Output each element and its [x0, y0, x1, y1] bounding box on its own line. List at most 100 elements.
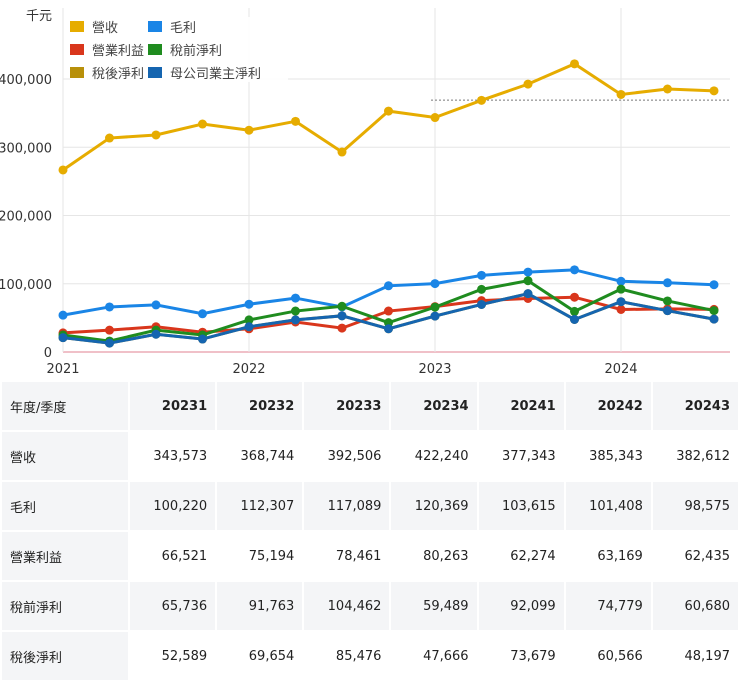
data-point — [337, 323, 347, 333]
data-point — [663, 296, 672, 306]
legend-item[interactable]: 稅後淨利 — [70, 63, 148, 82]
data-point — [58, 165, 68, 175]
data-point — [430, 302, 440, 312]
data-point — [198, 309, 207, 319]
table-cell: 120,369 — [391, 482, 477, 530]
table-cell: 117,089 — [304, 482, 390, 530]
legend-swatch — [70, 44, 84, 55]
data-point — [570, 265, 579, 275]
data-point — [291, 116, 300, 126]
data-point — [384, 281, 393, 291]
column-header: 年度/季度 — [2, 382, 128, 430]
table-row: 稅後淨利 52,589 69,654 85,476 47,666 73,679 60,566… — [2, 632, 738, 680]
data-point — [151, 329, 161, 339]
data-point — [291, 306, 300, 316]
data-point — [244, 299, 254, 309]
table-cell: 59,489 — [391, 582, 477, 630]
data-point — [477, 95, 486, 105]
unit-label: 千元 — [26, 9, 52, 24]
table-cell: 65,736 — [130, 582, 216, 630]
row-label: 毛利 — [2, 482, 128, 530]
row-label: 稅前淨利 — [2, 582, 128, 630]
y-tick-label: 100,000 — [0, 278, 52, 293]
legend-swatch — [148, 67, 162, 78]
legend-item[interactable]: 營業利益 — [70, 40, 148, 59]
data-point — [709, 306, 719, 316]
data-point — [663, 84, 672, 94]
legend-swatch — [148, 44, 162, 55]
table-header-row: 年度/季度 20231 20232 20233 20234 20241 20242 20243 — [2, 382, 738, 430]
y-tick-label: 400,000 — [0, 73, 52, 88]
data-point — [616, 297, 626, 307]
legend: 營收 毛利 營業利益 稅前淨利 稅後淨利 母公司業主淨利 — [70, 17, 288, 82]
table-cell: 66,521 — [130, 532, 216, 580]
legend-label: 稅後淨利 — [92, 67, 145, 82]
table-cell: 52,589 — [130, 632, 216, 680]
data-point — [105, 325, 114, 335]
data-point — [291, 315, 300, 325]
column-header: 20241 — [478, 382, 564, 430]
data-point — [244, 125, 254, 135]
y-tick-label: 200,000 — [0, 210, 52, 225]
table-cell: 382,612 — [652, 432, 738, 480]
data-point — [616, 276, 626, 286]
table-cell: 101,408 — [565, 482, 651, 530]
column-header: 20242 — [565, 382, 651, 430]
x-tick-label: 2024 — [604, 362, 637, 377]
table-cell: 112,307 — [217, 482, 303, 530]
row-label: 營收 — [2, 432, 128, 480]
data-point — [570, 314, 579, 324]
table-cell: 74,779 — [565, 582, 651, 630]
data-point — [337, 311, 347, 321]
column-header: 20233 — [304, 382, 390, 430]
table-cell: 69,654 — [217, 632, 303, 680]
data-point — [523, 289, 533, 299]
table-cell: 392,506 — [304, 432, 390, 480]
data-point — [570, 306, 579, 316]
legend-item[interactable]: 營收 — [70, 17, 148, 36]
column-header: 20243 — [652, 382, 738, 430]
financial-table: 年度/季度 20231 20232 20233 20234 20241 20242 20243… — [0, 380, 740, 682]
data-point — [384, 106, 393, 116]
data-point — [709, 280, 719, 290]
data-point — [616, 304, 626, 314]
data-point — [384, 324, 393, 334]
table-row: 營收 343,573 368,744 392,506 422,240 377,343 385… — [2, 432, 738, 480]
table-cell: 85,476 — [304, 632, 390, 680]
data-point — [477, 270, 486, 280]
table-cell: 78,461 — [304, 532, 390, 580]
data-point — [570, 292, 579, 302]
data-point — [291, 293, 300, 303]
legend-item[interactable]: 毛利 — [148, 17, 288, 36]
table-cell: 73,679 — [478, 632, 564, 680]
table-cell: 62,435 — [652, 532, 738, 580]
legend-swatch — [70, 67, 84, 78]
row-label: 營業利益 — [2, 532, 128, 580]
table-cell: 377,343 — [478, 432, 564, 480]
data-point — [105, 338, 114, 348]
legend-item[interactable]: 稅前淨利 — [148, 40, 288, 59]
table-cell: 63,169 — [565, 532, 651, 580]
x-tick-label: 2023 — [418, 362, 451, 377]
data-point — [337, 301, 347, 311]
legend-swatch — [148, 21, 162, 32]
legend-item[interactable]: 母公司業主淨利 — [148, 63, 288, 82]
table-cell: 75,194 — [217, 532, 303, 580]
data-point — [523, 79, 533, 89]
row-label: 稅後淨利 — [2, 632, 128, 680]
data-point — [663, 306, 672, 316]
column-header: 20231 — [130, 382, 216, 430]
table-cell: 60,566 — [565, 632, 651, 680]
table-cell: 103,615 — [478, 482, 564, 530]
data-point — [384, 306, 393, 316]
data-point — [709, 314, 719, 324]
data-point — [244, 315, 254, 325]
table-cell: 91,763 — [217, 582, 303, 630]
data-point — [663, 278, 672, 288]
data-point — [477, 299, 486, 309]
x-tick-label: 2021 — [46, 362, 79, 377]
data-point — [709, 86, 719, 96]
data-point — [58, 310, 68, 320]
column-header: 20232 — [217, 382, 303, 430]
